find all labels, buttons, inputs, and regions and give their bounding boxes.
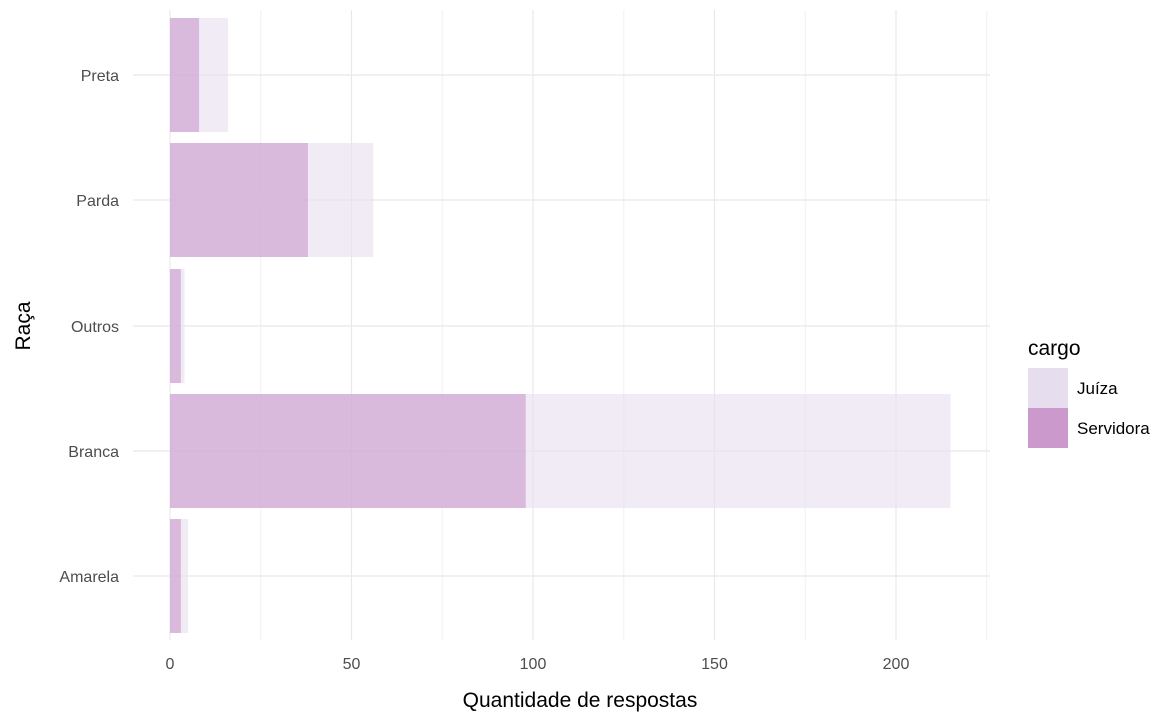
y-axis-title: Raça <box>12 301 35 350</box>
bar-servidora-amarela <box>170 519 181 633</box>
y-tick-label: Outros <box>71 319 119 336</box>
x-tick-labels: 0 50 100 150 200 <box>166 656 910 673</box>
legend: cargo Juíza Servidora <box>1028 337 1150 448</box>
y-tick-label: Branca <box>68 444 119 461</box>
y-tick-label: Amarela <box>59 569 119 586</box>
x-tick-label: 0 <box>166 656 175 673</box>
y-tick-labels: Preta Parda Outros Branca Amarela <box>59 68 119 586</box>
bar-servidora-preta <box>170 18 200 132</box>
x-tick-label: 100 <box>520 656 547 673</box>
legend-title: cargo <box>1028 337 1081 360</box>
x-tick-label: 200 <box>883 656 910 673</box>
bar-servidora-branca <box>170 394 526 508</box>
legend-label-servidora: Servidora <box>1077 419 1150 438</box>
bar-servidora-outros <box>170 269 181 383</box>
x-tick-label: 150 <box>701 656 728 673</box>
y-tick-label: Parda <box>76 193 119 210</box>
bar-servidora-parda <box>170 143 308 257</box>
x-tick-label: 50 <box>343 656 361 673</box>
legend-key-servidora <box>1028 408 1068 448</box>
legend-key-juiza <box>1028 368 1068 408</box>
grid-major <box>133 10 990 640</box>
x-axis-title: Quantidade de respostas <box>463 689 698 712</box>
bars <box>170 18 951 633</box>
grid-minor <box>260 10 988 640</box>
y-tick-label: Preta <box>81 68 119 85</box>
legend-label-juiza: Juíza <box>1077 379 1118 398</box>
